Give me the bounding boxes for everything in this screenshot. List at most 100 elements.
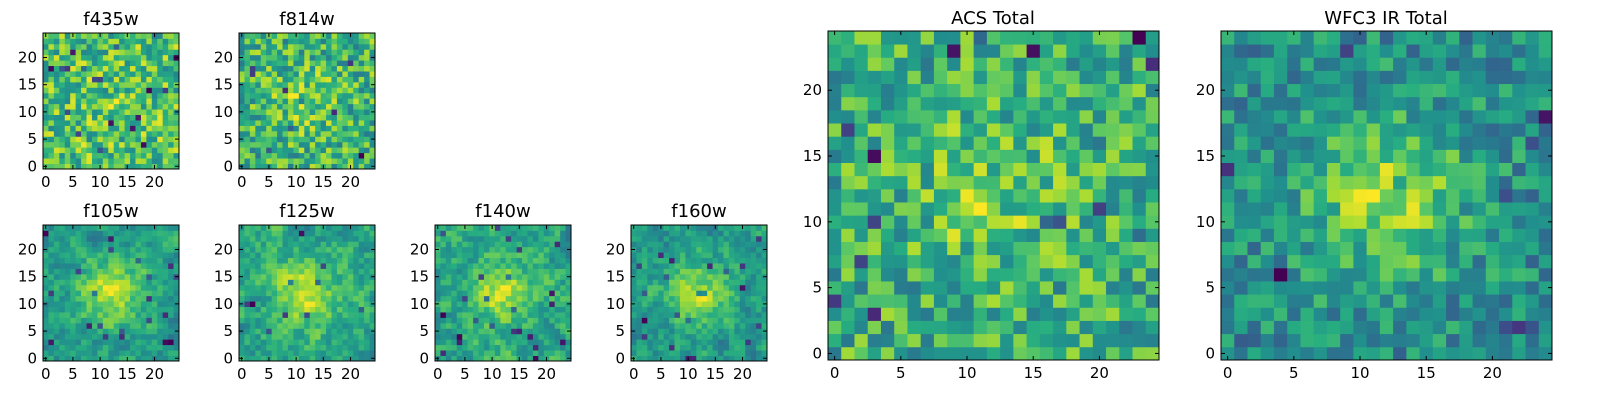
heatmap-cell [828,320,842,335]
heatmap-cell [282,230,289,237]
heatmap-cell [304,306,311,313]
heatmap-cell [1026,228,1041,242]
heatmap-cell [369,235,376,242]
heatmap-cell [43,322,49,329]
heatmap-cell [342,257,349,264]
heatmap-cell [336,322,343,329]
heatmap-cell [756,355,762,362]
heatmap-cell [358,290,365,297]
heatmap-cell [947,333,961,348]
heatmap-cell [1525,333,1540,348]
heatmap-cell [739,241,746,248]
heatmap-cell [135,246,142,253]
heatmap-cell [260,158,267,164]
heatmap-cell [364,98,370,105]
heatmap-cell [907,70,922,85]
heatmap-cell [271,125,278,132]
heatmap-cell [108,158,115,164]
heatmap-cell [244,235,251,242]
heatmap-cell [554,273,561,280]
heatmap-cell [266,71,273,77]
heatmap-cell [358,158,365,164]
heatmap-cell [304,141,311,148]
heatmap-cell [701,339,708,346]
heatmap-cell [1000,215,1014,229]
heatmap-cell [549,263,556,269]
heatmap-cell [451,257,458,264]
heatmap-cell [478,328,485,335]
heatmap-cell [543,257,550,264]
heatmap-cell [701,355,708,362]
heatmap-cell [86,339,93,346]
heatmap-cell [1379,241,1394,256]
heatmap-cell [43,312,49,318]
heatmap-cell [266,230,273,237]
heatmap-cell [309,136,316,143]
heatmap-cell [81,92,87,99]
heatmap-cell [712,252,719,259]
heatmap-cell [880,281,895,295]
heatmap-cell [48,60,55,67]
heatmap-cell [685,328,692,335]
heatmap-cell [489,328,496,335]
heatmap-cell [43,114,49,121]
heatmap-cell [260,339,267,346]
heatmap-cell [91,130,98,137]
heatmap-cell [151,306,158,313]
heatmap-cell [739,235,746,242]
heatmap-cell [685,339,692,346]
heatmap-cell [113,54,120,61]
heatmap-cell [255,81,262,88]
heatmap-cell [636,317,643,324]
y-tick-label: 5 [27,130,37,148]
heatmap-cell [113,263,120,269]
heatmap-cell [707,246,713,253]
heatmap-cell [146,125,153,132]
heatmap-cell [1313,188,1328,203]
heatmap-cell [1234,175,1248,190]
heatmap-cell [1079,149,1094,163]
heatmap-cell [304,120,311,126]
heatmap-cell [1512,202,1526,216]
heatmap-cell [522,328,528,335]
heatmap-cell [1092,44,1107,58]
heatmap-cell [718,257,724,264]
heatmap-cell [1459,188,1473,203]
heatmap-cell [75,284,82,291]
heatmap-cell [146,54,153,61]
heatmap-cell [86,273,93,280]
heatmap-cell [146,98,153,105]
heatmap-cell [81,114,87,121]
heatmap-cell [554,317,561,324]
heatmap-cell [1406,307,1420,321]
heatmap-cell [124,98,131,105]
heatmap-cell [658,257,665,264]
heatmap-cell [841,320,855,335]
heatmap-cell [315,81,321,88]
heatmap-cell [124,103,131,110]
heatmap-cell [1273,346,1288,361]
heatmap-cell [81,152,87,159]
heatmap-cell [75,43,82,50]
heatmap-cell [151,333,158,340]
heatmap-cell [326,301,332,307]
heatmap-cell [1247,307,1262,321]
heatmap-cell [320,103,327,110]
heatmap-cell [119,301,125,307]
heatmap-cell [293,65,300,72]
heatmap-cell [527,322,534,329]
heatmap-cell [353,322,360,329]
heatmap-cell [543,295,550,302]
heatmap-cell [298,76,305,83]
heatmap-cell [1538,202,1553,216]
heatmap-cell [894,70,908,85]
heatmap-cell [320,60,327,67]
heatmap-cell [358,98,365,105]
heatmap-cell [358,225,365,231]
heatmap-cell [1512,294,1526,308]
heatmap-cell [320,344,327,351]
heatmap-cell [712,333,719,340]
heatmap-cell [920,307,935,321]
heatmap-cell [97,87,104,94]
heatmap-cell [1340,346,1354,361]
